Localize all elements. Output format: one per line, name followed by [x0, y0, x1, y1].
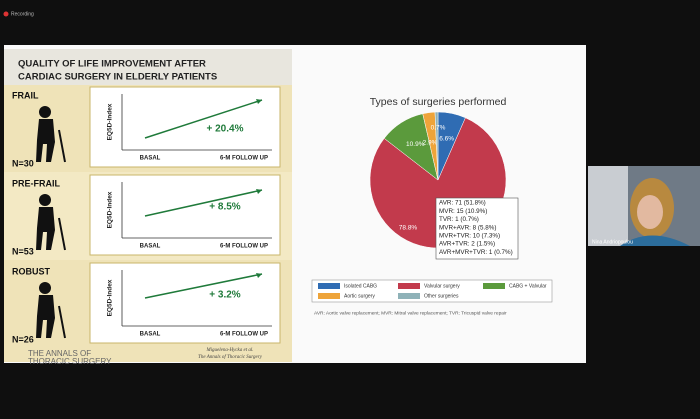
- citation: The Annals of Thoracic Surgery: [198, 355, 263, 360]
- legend-swatch: [398, 283, 420, 289]
- arrow-head: [256, 99, 262, 104]
- legend-label: Isolated CABG: [344, 283, 377, 289]
- x-label: 6-M FOLLOW UP: [220, 156, 268, 162]
- slice-label: 6.6%: [439, 135, 454, 142]
- change-label: + 8.5%: [209, 202, 241, 213]
- x-label: BASAL: [140, 332, 161, 338]
- figure-head: [39, 106, 51, 118]
- y-axis-label: EQ5D-Index: [107, 279, 114, 316]
- change-label: + 20.4%: [207, 124, 244, 135]
- figure-head: [39, 194, 51, 206]
- footnote: AVR: Aortic valve replacement; MVR: Mitr…: [314, 310, 507, 316]
- slice-label: 0.7%: [431, 125, 446, 132]
- legend-label: Other surgeries: [424, 293, 459, 299]
- arrow-head: [256, 189, 262, 194]
- pie-slice: [434, 111, 439, 181]
- legend-swatch: [318, 293, 340, 299]
- x-label: BASAL: [140, 244, 161, 250]
- callout-box: [435, 197, 519, 260]
- participant-face: [637, 195, 663, 229]
- journal-name: THORACIC SURGERY: [28, 357, 112, 366]
- group-n: N=53: [12, 246, 34, 256]
- legend-label: CABG + Valvular: [509, 283, 547, 289]
- participant-body: [620, 235, 690, 246]
- slice-label: 10.9%: [406, 141, 425, 148]
- x-label: BASAL: [140, 156, 161, 162]
- y-axis-label: EQ5D-Index: [107, 103, 114, 140]
- participant-name: Nina Andriopoulou: [592, 239, 633, 245]
- change-label: + 3.2%: [209, 290, 241, 301]
- figure-body: [36, 295, 55, 338]
- group-label: ROBUST: [12, 266, 51, 276]
- recording-label: Recording: [11, 11, 34, 17]
- legend-swatch: [398, 293, 420, 299]
- slice-label: 78.8%: [399, 225, 418, 232]
- journal-name: THE ANNALS OF: [28, 349, 91, 358]
- figure-cane: [58, 305, 66, 339]
- x-label: 6-M FOLLOW UP: [220, 244, 268, 250]
- recording-dot: [3, 11, 9, 17]
- webcam-wall: [588, 166, 628, 246]
- title-band: [4, 49, 292, 85]
- callout-line: AVR+TVR: 2 (1.5%): [439, 241, 495, 248]
- slice-label: 2.9%: [423, 140, 438, 147]
- callout-line: MVR+AVR: 8 (5.8%): [439, 224, 496, 231]
- legend-swatch: [483, 283, 505, 289]
- figure-cane: [58, 129, 66, 163]
- callout-line: MVR: 15 (10.9%): [439, 208, 487, 215]
- callout-line: MVR+TVR: 10 (7.3%): [439, 232, 500, 239]
- trend-arrow: [144, 99, 263, 139]
- figure-cane: [58, 217, 66, 251]
- callout-line: AVR: 71 (51.8%): [439, 200, 486, 207]
- group-label: PRE-FRAIL: [12, 178, 60, 188]
- trend-arrow: [144, 273, 263, 299]
- slide-title: CARDIAC SURGERY IN ELDERLY PATIENTS: [18, 72, 217, 83]
- x-label: 6-M FOLLOW UP: [220, 332, 268, 338]
- group-n: N=26: [12, 334, 34, 344]
- arrow-head: [256, 273, 262, 278]
- group-label: FRAIL: [12, 90, 39, 100]
- slide-title: QUALITY OF LIFE IMPROVEMENT AFTER: [18, 59, 206, 70]
- figure-body: [36, 119, 55, 162]
- chart-title: Types of surgeries performed: [370, 96, 507, 108]
- figure-body: [36, 207, 55, 250]
- trend-arrow: [144, 189, 263, 217]
- callout-line: AVR+MVR+TVR: 1 (0.7%): [439, 249, 513, 256]
- legend-label: Valvular surgery: [424, 283, 460, 289]
- callout-line: TVR: 1 (0.7%): [439, 216, 479, 223]
- citation: Miguelena-Hycka et al.: [205, 348, 253, 353]
- group-n: N=30: [12, 158, 34, 168]
- legend-swatch: [318, 283, 340, 289]
- figure-head: [39, 282, 51, 294]
- y-axis-label: EQ5D-Index: [107, 191, 114, 228]
- legend-label: Aortic surgery: [344, 293, 375, 299]
